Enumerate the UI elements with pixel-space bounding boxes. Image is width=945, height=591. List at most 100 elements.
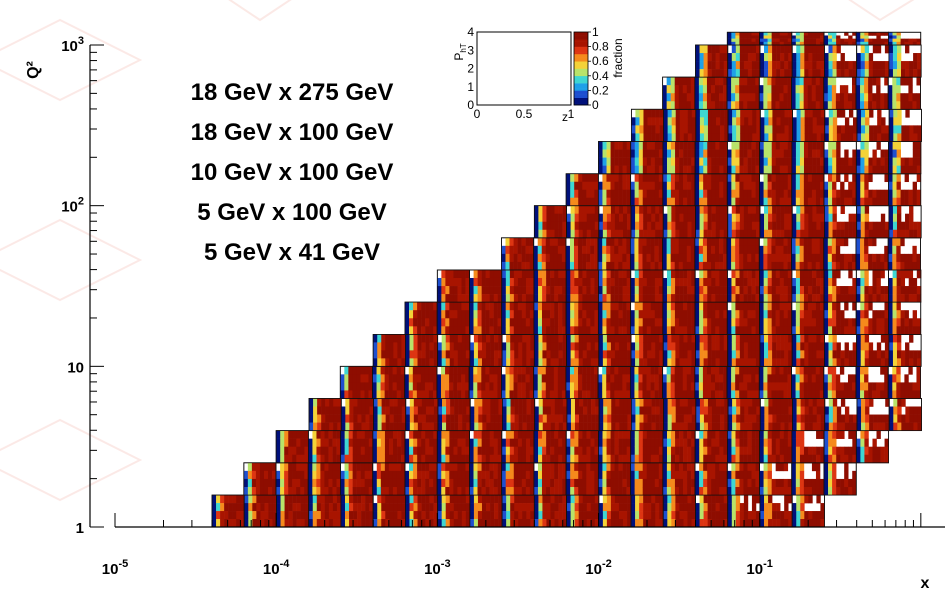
cell-bin [654,286,660,295]
cell-bin [553,253,559,263]
cell-bin [526,406,531,415]
cell-bin [566,487,571,496]
cell-bin [557,390,563,399]
heatmap-cell [533,494,567,527]
cell-bin [695,398,701,407]
cell-bin [534,454,539,464]
heatmap-cell [824,334,858,367]
cell-bin [808,422,813,431]
cell-bin [561,253,567,263]
cell-bin [377,511,382,520]
cell-bin [747,511,753,520]
cell-bin [623,495,628,504]
cell-bin [429,462,434,472]
cell-bin [598,318,603,327]
cell-bin [486,414,491,423]
cell-bin [699,302,704,311]
heatmap-cell [468,365,502,399]
cell-bin [864,382,869,391]
cell-bin [296,454,301,464]
cell-bin [506,519,511,527]
cell-bin [707,446,712,456]
cell-bin [562,462,567,472]
cell-bin [530,358,535,367]
cell-bin [650,326,656,335]
cell-bin [292,446,297,456]
cell-bin [683,342,688,351]
cell-bin [699,422,705,431]
cell-bin [513,478,519,488]
cell-bin [340,374,345,383]
cell-bin [610,286,615,295]
cell-bin [566,350,571,359]
cell-bin [917,406,922,415]
cell-bin [683,446,688,456]
cell-bin [554,430,559,439]
cell-bin [614,454,619,464]
cell-bin [743,326,748,335]
cell-bin [477,446,482,456]
cell-bin [694,253,700,263]
cell-bin [582,253,587,263]
cell-bin [646,245,651,255]
cell-bin [502,495,507,504]
cell-bin [469,495,475,504]
cell-bin [698,245,704,255]
cell-bin [755,302,760,311]
cell-bin [537,470,543,480]
cell-bin [461,374,466,383]
cell-bin [735,382,740,391]
cell-bin [454,422,459,431]
cell-bin [569,366,575,375]
cell-bin [763,294,769,303]
cell-bin [453,302,458,311]
cell-bin [352,470,357,480]
cell-bin [509,382,514,391]
cell-bin [776,334,781,343]
cell-bin [591,422,596,431]
heatmap-cell [855,301,889,335]
cell-bin [481,310,486,319]
cell-bin [764,511,769,520]
cell-bin [723,470,728,480]
cell-bin [715,446,720,456]
cell-bin [864,358,870,367]
cell-bin [263,478,269,488]
cell-bin [441,318,446,327]
cell-bin [638,253,643,263]
cell-bin [546,286,551,295]
cell-bin [409,519,414,527]
cell-bin [803,294,809,303]
cell-bin [634,318,639,327]
cell-bin [598,462,603,472]
cell-bin [679,294,684,303]
cell-bin [401,414,407,423]
cell-bin [711,487,716,496]
cell-bin [808,495,813,504]
cell-bin [916,382,921,391]
cell-bin [369,414,374,423]
cell-bin [662,318,668,327]
cell-bin [490,414,495,423]
cell-bin [445,487,450,496]
cell-bin [433,446,438,456]
cell-bin [610,438,615,447]
cell-bin [345,422,350,431]
cell-bin [864,438,869,447]
cell-bin [763,277,769,287]
cell-bin [582,302,587,311]
cell-bin [530,277,535,287]
cell-bin [328,519,334,527]
cell-bin [844,358,849,367]
cell-bin [735,366,740,375]
cell-bin [497,470,502,480]
cell-bin [666,430,672,439]
cell-bin [647,495,652,504]
cell-bin [864,277,869,287]
cell-bin [397,358,402,367]
cell-bin [678,318,684,327]
cell-bin [901,422,906,431]
cell-bin [509,286,515,295]
cell-bin [651,495,656,504]
cell-bin [719,462,724,472]
